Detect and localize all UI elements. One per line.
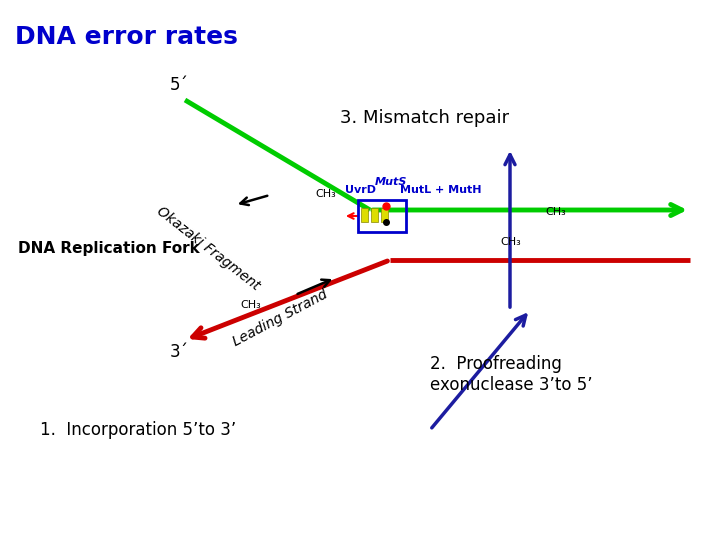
Text: 2.  Proofreading
exonuclease 3’to 5’: 2. Proofreading exonuclease 3’to 5’	[430, 355, 593, 394]
Text: CH₃: CH₃	[500, 237, 521, 247]
Text: DNA Replication Fork: DNA Replication Fork	[18, 240, 199, 255]
Text: CH₃: CH₃	[545, 207, 566, 217]
Text: UvrD: UvrD	[345, 185, 376, 195]
Text: 1.  Incorporation 5’to 3’: 1. Incorporation 5’to 3’	[40, 421, 236, 439]
Text: 3. Mismatch repair: 3. Mismatch repair	[340, 109, 509, 127]
Text: DNA error rates: DNA error rates	[15, 25, 238, 49]
Text: CH₃: CH₃	[240, 300, 261, 310]
Text: CH₃: CH₃	[315, 189, 336, 199]
Text: 3´: 3´	[170, 343, 189, 361]
Text: MutL + MutH: MutL + MutH	[400, 185, 482, 195]
Bar	[371, 208, 378, 222]
Bar	[358, 200, 406, 232]
Text: MutS: MutS	[375, 177, 408, 187]
Bar	[361, 208, 368, 222]
Text: 5´: 5´	[170, 76, 189, 94]
Text: Okazaki Fragment: Okazaki Fragment	[154, 204, 262, 293]
Bar	[381, 208, 388, 222]
Text: Leading Strand: Leading Strand	[230, 287, 330, 349]
